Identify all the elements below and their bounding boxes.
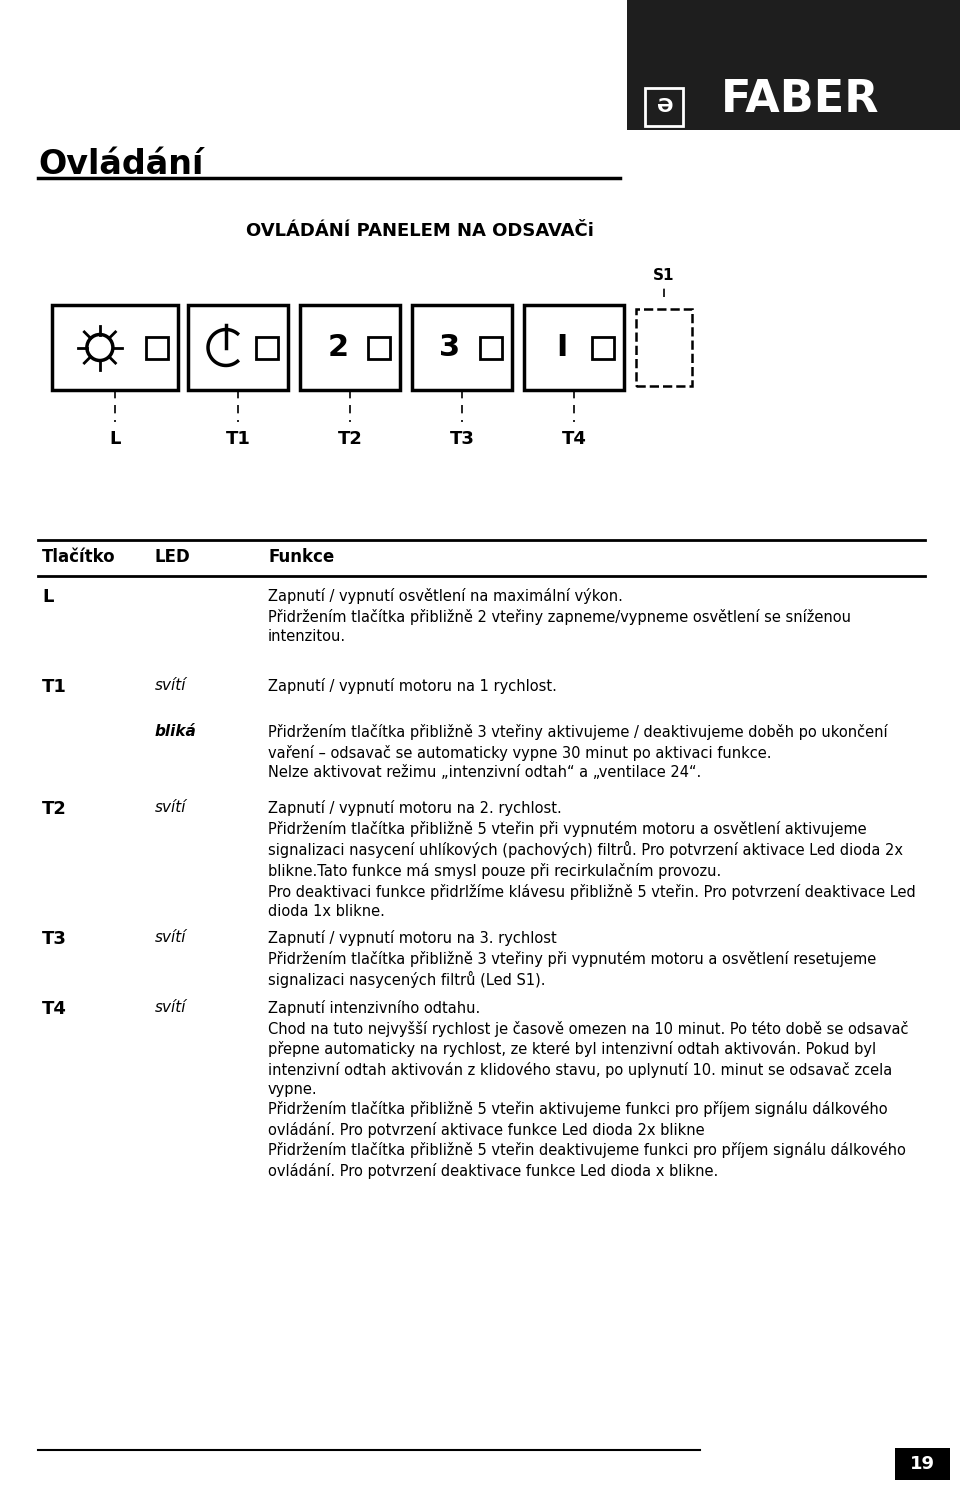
FancyBboxPatch shape bbox=[480, 336, 502, 358]
FancyBboxPatch shape bbox=[188, 305, 288, 390]
FancyBboxPatch shape bbox=[256, 336, 278, 358]
Text: Funkce: Funkce bbox=[268, 549, 334, 567]
FancyBboxPatch shape bbox=[895, 1448, 950, 1480]
FancyBboxPatch shape bbox=[300, 305, 400, 390]
Text: svítí: svítí bbox=[155, 929, 186, 946]
Text: I: I bbox=[556, 333, 567, 361]
Text: svítí: svítí bbox=[155, 800, 186, 815]
FancyBboxPatch shape bbox=[412, 305, 512, 390]
Text: 19: 19 bbox=[910, 1454, 935, 1474]
Text: T4: T4 bbox=[562, 430, 587, 448]
Text: LED: LED bbox=[155, 549, 191, 567]
Text: Přidržením tlačítka přibližně 3 vteřiny aktivujeme / deaktivujeme doběh po ukonč: Přidržením tlačítka přibližně 3 vteřiny … bbox=[268, 724, 888, 779]
Text: T1: T1 bbox=[42, 678, 67, 696]
Text: svítí: svítí bbox=[155, 999, 186, 1016]
Text: Zapnutí / vypnutí motoru na 3. rychlost
Přidržením tlačítka přibližně 3 vteřiny : Zapnutí / vypnutí motoru na 3. rychlost … bbox=[268, 929, 876, 989]
Text: Zapnutí / vypnutí motoru na 2. rychlost.
Přidržením tlačítka přibližně 5 vteřin : Zapnutí / vypnutí motoru na 2. rychlost.… bbox=[268, 800, 916, 919]
Text: T1: T1 bbox=[226, 430, 251, 448]
Text: Zapnutí / vypnutí osvětlení na maximální výkon.
Přidržením tlačítka přibližně 2 : Zapnutí / vypnutí osvětlení na maximální… bbox=[268, 587, 851, 644]
FancyBboxPatch shape bbox=[592, 336, 614, 358]
Text: svítí: svítí bbox=[155, 678, 186, 693]
FancyBboxPatch shape bbox=[146, 336, 168, 358]
Text: L: L bbox=[42, 587, 54, 607]
Text: T2: T2 bbox=[338, 430, 363, 448]
Text: T3: T3 bbox=[449, 430, 474, 448]
Text: OVLÁDÁNÍ PANELEM NA ODSAVAČi: OVLÁDÁNÍ PANELEM NA ODSAVAČi bbox=[246, 222, 594, 239]
Text: T2: T2 bbox=[42, 800, 67, 818]
Text: L: L bbox=[109, 430, 121, 448]
Text: 2: 2 bbox=[327, 333, 348, 361]
Text: Tlačítko: Tlačítko bbox=[42, 549, 115, 567]
FancyBboxPatch shape bbox=[524, 305, 624, 390]
FancyBboxPatch shape bbox=[645, 88, 683, 126]
Text: T3: T3 bbox=[42, 929, 67, 949]
Text: S1: S1 bbox=[653, 268, 675, 283]
FancyBboxPatch shape bbox=[636, 309, 692, 387]
Text: FABER: FABER bbox=[721, 79, 879, 122]
FancyBboxPatch shape bbox=[627, 0, 960, 129]
Text: Zapnutí intenzivního odtahu.
Chod na tuto nejvyšší rychlost je časově omezen na : Zapnutí intenzivního odtahu. Chod na tut… bbox=[268, 999, 908, 1179]
Text: Zapnutí / vypnutí motoru na 1 rychlost.: Zapnutí / vypnutí motoru na 1 rychlost. bbox=[268, 678, 557, 694]
Text: bliká: bliká bbox=[155, 724, 197, 739]
Text: T4: T4 bbox=[42, 999, 67, 1019]
Text: Ə: Ə bbox=[656, 98, 672, 116]
Text: Ovládání: Ovládání bbox=[38, 149, 204, 181]
FancyBboxPatch shape bbox=[368, 336, 390, 358]
Text: 3: 3 bbox=[440, 333, 461, 361]
FancyBboxPatch shape bbox=[52, 305, 178, 390]
